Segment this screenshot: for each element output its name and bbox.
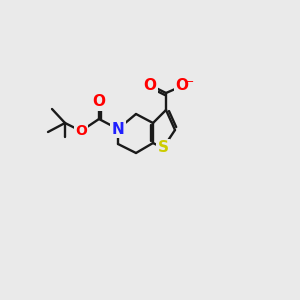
Text: N: N: [112, 122, 124, 136]
Text: −: −: [185, 77, 195, 87]
Text: O: O: [92, 94, 106, 110]
Text: O: O: [176, 79, 188, 94]
Text: S: S: [158, 140, 169, 155]
Text: O: O: [75, 124, 87, 138]
Text: O: O: [143, 77, 157, 92]
